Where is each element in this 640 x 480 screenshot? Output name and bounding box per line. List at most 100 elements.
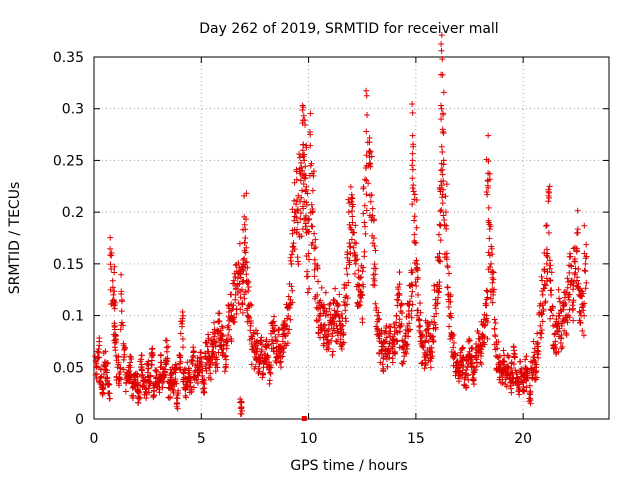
data-point (440, 186, 447, 193)
data-point (434, 300, 441, 307)
data-point (437, 237, 444, 244)
data-point (542, 282, 549, 289)
data-point (307, 142, 314, 149)
data-point (478, 346, 485, 353)
data-point (334, 308, 341, 315)
data-point (478, 352, 485, 359)
data-point (392, 348, 399, 355)
data-point (583, 241, 590, 248)
data-point (270, 340, 277, 347)
data-point (201, 377, 208, 384)
data-point (438, 102, 445, 109)
data-point (510, 344, 517, 351)
data-point (215, 318, 222, 325)
data-point (434, 294, 441, 301)
data-point (489, 251, 496, 258)
data-point (436, 250, 443, 257)
data-point (459, 355, 466, 362)
data-point (225, 322, 232, 329)
data-point (493, 339, 500, 346)
data-point (305, 250, 312, 257)
data-point (295, 261, 302, 268)
data-point (445, 270, 452, 277)
data-gap-marker (301, 416, 307, 421)
data-point (546, 257, 553, 264)
data-point (244, 280, 251, 287)
data-point (387, 328, 394, 335)
data-point (579, 327, 586, 334)
data-point (298, 164, 305, 171)
data-point (548, 307, 555, 314)
data-point (369, 205, 376, 212)
data-point (539, 288, 546, 295)
data-point (373, 304, 380, 311)
data-point (218, 337, 225, 344)
data-point (104, 359, 111, 366)
data-point (375, 309, 382, 316)
data-point (366, 160, 373, 167)
data-point (559, 300, 566, 307)
data-point (367, 198, 374, 205)
data-point (279, 353, 286, 360)
data-point (339, 322, 346, 329)
data-point (150, 394, 157, 401)
data-point (214, 364, 221, 371)
data-point (190, 384, 197, 391)
data-point (156, 386, 163, 393)
data-point (306, 285, 313, 292)
data-point (486, 235, 493, 242)
data-point (284, 330, 291, 337)
data-point (402, 349, 409, 356)
data-point (413, 282, 420, 289)
data-point (163, 360, 170, 367)
data-point (311, 245, 318, 252)
data-point (241, 255, 248, 262)
data-point (177, 352, 184, 359)
y-tick-label: 0.3 (62, 102, 84, 118)
data-point (538, 273, 545, 280)
data-point (395, 297, 402, 304)
data-point (180, 369, 187, 376)
data-point (162, 337, 169, 344)
data-point (190, 348, 197, 355)
data-point (523, 378, 530, 385)
data-point (284, 315, 291, 322)
data-point (232, 286, 239, 293)
data-point (359, 281, 366, 288)
data-point (325, 331, 332, 338)
data-point (372, 271, 379, 278)
data-point (219, 325, 226, 332)
data-point (409, 132, 416, 139)
data-point (289, 206, 296, 213)
data-point (320, 324, 327, 331)
data-point (115, 353, 122, 360)
data-point (450, 339, 457, 346)
data-point (547, 315, 554, 322)
data-point (314, 291, 321, 298)
data-point (93, 375, 100, 382)
data-point (135, 387, 142, 394)
data-point (302, 215, 309, 222)
data-point (461, 381, 468, 388)
data-point (121, 354, 128, 361)
data-point (579, 293, 586, 300)
data-point (572, 265, 579, 272)
data-point (345, 209, 352, 216)
data-point (333, 337, 340, 344)
data-point (449, 335, 456, 342)
data-point (293, 176, 300, 183)
data-point (432, 321, 439, 328)
data-point (329, 352, 336, 359)
data-point (442, 193, 449, 200)
data-point (118, 271, 125, 278)
data-point (158, 351, 165, 358)
data-point (239, 286, 246, 293)
data-point (566, 314, 573, 321)
data-point (309, 223, 316, 230)
data-point (549, 312, 556, 319)
data-point (359, 315, 366, 322)
data-point (135, 388, 142, 395)
data-point (247, 317, 254, 324)
data-point (348, 208, 355, 215)
data-point (151, 387, 158, 394)
